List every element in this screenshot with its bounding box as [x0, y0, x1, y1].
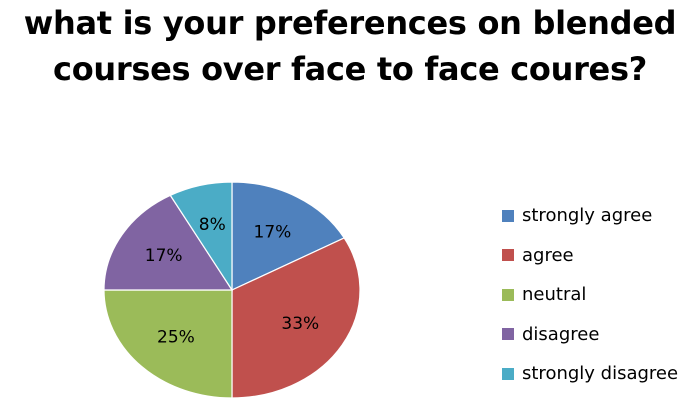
legend-label-strongly-disagree: strongly disagree [522, 363, 679, 385]
legend-label-disagree: disagree [522, 323, 600, 345]
pie-data-labels: 17% 33% 25% 17% 8% [145, 215, 319, 347]
legend: strongly agree agree neutral disagree st… [502, 196, 678, 394]
legend-swatch-strongly-agree [502, 209, 514, 222]
pie-slice-disagree [103, 194, 234, 291]
legend-swatch-agree [502, 249, 514, 262]
legend-label-neutral: neutral [522, 284, 587, 306]
pie-slice-neutral [103, 289, 233, 399]
legend-item-strongly-agree: strongly agree [502, 196, 678, 236]
legend-item-strongly-disagree: strongly disagree [502, 354, 678, 394]
legend-label-agree: agree [522, 244, 574, 266]
legend-swatch-strongly-disagree [502, 367, 514, 380]
pie-slices [103, 181, 361, 399]
pie-slice-strongly-agree [231, 181, 346, 291]
pie-slice-agree [231, 237, 361, 399]
data-label-neutral: 25% [157, 327, 195, 347]
pie-slice-strongly-disagree [169, 181, 233, 293]
chart-title: what is your preferences on blended cour… [0, 0, 700, 92]
chart-title-line-1: what is your preferences on blended [23, 4, 677, 42]
data-label-agree: 33% [281, 314, 319, 334]
legend-item-neutral: neutral [502, 275, 678, 315]
legend-label-strongly-agree: strongly agree [522, 205, 653, 227]
data-label-strongly-disagree: 8% [199, 215, 226, 235]
legend-swatch-disagree [502, 328, 514, 341]
legend-swatch-neutral [502, 288, 514, 301]
data-label-disagree: 17% [145, 246, 183, 266]
legend-item-disagree: disagree [502, 315, 678, 355]
data-label-strongly-agree: 17% [254, 222, 292, 242]
legend-item-agree: agree [502, 236, 678, 276]
chart-title-line-2: courses over face to face coures? [53, 50, 647, 88]
